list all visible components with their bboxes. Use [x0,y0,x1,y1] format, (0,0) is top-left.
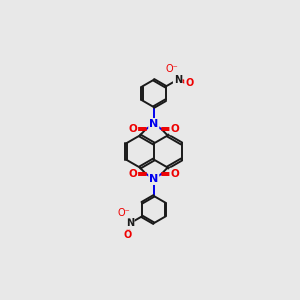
Text: O: O [170,124,179,134]
Text: N: N [174,75,182,85]
Text: O⁻: O⁻ [165,64,178,74]
Text: O⁻: O⁻ [117,208,130,218]
Text: O: O [128,124,137,134]
Text: N: N [149,119,158,129]
Text: N: N [149,174,158,184]
Text: O: O [170,169,179,178]
Text: N: N [126,218,134,228]
Text: O: O [128,169,137,178]
Text: O: O [185,78,193,88]
Text: O: O [123,230,131,240]
